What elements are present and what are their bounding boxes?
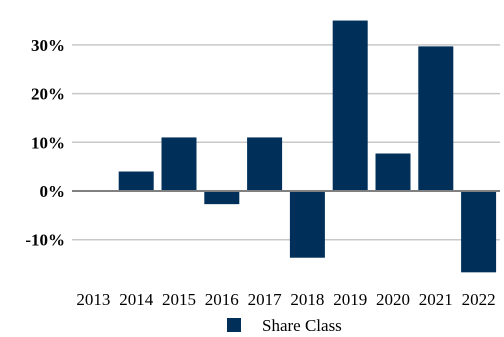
legend-swatch [227,318,241,332]
bar-2017 [247,137,283,191]
x-tick-label: 2019 [333,290,367,309]
bar-2014 [118,171,154,191]
x-tick-label: 2020 [376,290,410,309]
y-tick-label: 10% [31,133,65,152]
x-axis-tick-labels: 2013 2014 2015 2016 2017 2018 2019 2020 2021 2022 [76,290,495,309]
x-tick-label: 2021 [419,290,453,309]
y-tick-label: 20% [31,85,65,104]
y-tick-label: -10% [25,231,65,250]
legend-label: Share Class [262,316,342,335]
x-tick-label: 2014 [119,290,154,309]
bar-2015 [161,137,197,191]
bar-2016 [204,191,240,205]
y-tick-label: 0% [40,182,66,201]
bar-2020 [375,153,411,191]
bar-2019 [332,20,368,191]
x-tick-label: 2016 [205,290,239,309]
x-tick-label: 2015 [162,290,196,309]
x-tick-label: 2013 [76,290,110,309]
bar-2021 [418,46,454,192]
y-axis-tick-labels: -10% 0% 10% 20% 30% [25,36,65,250]
bar-series [118,20,497,273]
x-tick-label: 2018 [290,290,324,309]
legend: Share Class [227,316,342,335]
x-tick-label: 2017 [248,290,283,309]
bar-2018 [289,191,325,258]
x-tick-label: 2022 [462,290,496,309]
y-tick-label: 30% [31,36,65,55]
bar-2022 [461,191,497,273]
